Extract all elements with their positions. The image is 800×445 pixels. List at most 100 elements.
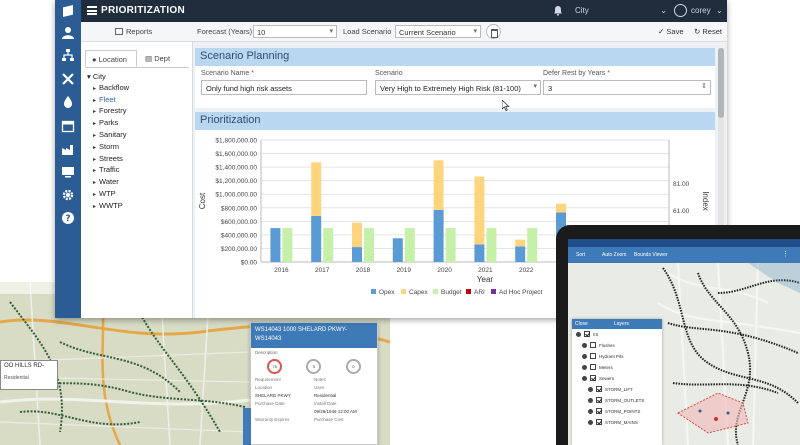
notes-label: Notes bbox=[314, 377, 326, 382]
load-scenario-value: Current Scenario bbox=[399, 28, 456, 37]
y-tick-label: $1,400,000.00 bbox=[215, 165, 257, 172]
warranty-label: Warranty Expires bbox=[255, 417, 290, 422]
expand-dot-icon[interactable] bbox=[588, 398, 593, 403]
gear-icon[interactable] bbox=[61, 188, 75, 202]
tablet-device: Sort Auto Zoom Bounds Viewer ⋮ Close Lay… bbox=[556, 225, 800, 445]
tree-root[interactable]: ▾ City bbox=[87, 72, 129, 83]
expand-dot-icon[interactable] bbox=[588, 409, 593, 414]
save-button[interactable]: ✓ Save bbox=[658, 27, 684, 36]
tree-item[interactable]: Water bbox=[87, 177, 129, 189]
city-selector-value: City bbox=[575, 6, 589, 15]
user-name[interactable]: corey bbox=[691, 6, 711, 15]
layer-checkbox[interactable] bbox=[590, 342, 596, 348]
tablet-nav-bounds[interactable]: Bounds Viewer bbox=[634, 252, 668, 258]
expand-dot-icon[interactable] bbox=[582, 343, 587, 348]
layer-checkbox[interactable] bbox=[596, 386, 602, 392]
user-menu-chevron-icon[interactable]: ⌄ bbox=[716, 6, 723, 15]
layers-close-button[interactable]: Close bbox=[575, 321, 588, 327]
layer-row[interactable]: STORM_OUTLETS bbox=[572, 395, 662, 406]
tab-location[interactable]: ● Location bbox=[85, 50, 137, 67]
uses-label: Uses bbox=[314, 385, 325, 390]
tree-item[interactable]: WWTP bbox=[87, 201, 129, 213]
tree-item[interactable]: WTP bbox=[87, 189, 129, 201]
scrollbar-thumb[interactable] bbox=[718, 48, 724, 118]
help-icon[interactable]: ? bbox=[61, 211, 75, 225]
expand-dot-icon[interactable] bbox=[588, 420, 593, 425]
reset-button[interactable]: ↻ Reset bbox=[694, 27, 722, 36]
scenario-name-input[interactable]: Only fund high risk assets bbox=[201, 80, 367, 95]
expand-dot-icon[interactable] bbox=[576, 332, 581, 337]
criticality-score-circle: 0 bbox=[345, 359, 361, 374]
layer-checkbox[interactable] bbox=[590, 375, 596, 381]
defer-years-stepper[interactable]: 3 ⇕ bbox=[543, 80, 711, 95]
tree-item[interactable]: Backflow bbox=[87, 83, 129, 95]
expand-dot-icon[interactable] bbox=[588, 387, 593, 392]
layer-row[interactable]: Meters bbox=[572, 362, 662, 373]
tablet-nav-sort[interactable]: Sort bbox=[576, 252, 586, 258]
layer-row[interactable]: Hydrant Pits bbox=[572, 351, 662, 362]
bar-capex bbox=[433, 160, 444, 210]
layer-label: STORM_LIFT bbox=[605, 387, 633, 392]
asset-attributes: Requirement Notes Location Uses SHELARD … bbox=[251, 374, 377, 425]
forecast-years-value: 10 bbox=[257, 28, 266, 37]
tab-dept[interactable]: ▤ Dept bbox=[139, 50, 187, 67]
expand-dot-icon[interactable] bbox=[582, 354, 587, 359]
y-tick-label: $1,800,000.00 bbox=[215, 138, 257, 145]
asset-score-circles: 75 0 0 bbox=[251, 355, 377, 374]
layer-row[interactable]: Flushes bbox=[572, 340, 662, 351]
tablet-menu-icon[interactable]: ⋮ bbox=[782, 251, 789, 258]
asset-detail-card[interactable]: WS14043 1000 SHELARD PKWY-WS14043 Descri… bbox=[250, 322, 378, 445]
tree-item[interactable]: Traffic bbox=[87, 165, 129, 177]
monitor-icon[interactable] bbox=[61, 165, 75, 179]
legend-label: Opex bbox=[379, 289, 395, 296]
layer-row[interactable]: STORM_LIFT bbox=[572, 384, 662, 395]
water-drop-icon[interactable] bbox=[61, 95, 75, 109]
x-tick-label: 2020 bbox=[437, 267, 452, 274]
scenario-select[interactable]: Very High to Extremely High Risk (81-100… bbox=[375, 80, 541, 95]
layer-checkbox[interactable] bbox=[596, 408, 602, 414]
layer-label: Hydrant Pits bbox=[599, 354, 624, 359]
tree-item[interactable]: Forestry bbox=[87, 106, 129, 118]
layer-checkbox[interactable] bbox=[596, 419, 602, 425]
city-selector[interactable]: City ⌄ bbox=[575, 6, 667, 15]
layer-checkbox[interactable] bbox=[590, 364, 596, 370]
hamburger-menu-icon[interactable] bbox=[87, 6, 97, 15]
tree-item[interactable]: Parks bbox=[87, 118, 129, 130]
tablet-nav-autozoom[interactable]: Auto Zoom bbox=[602, 252, 627, 258]
tree-item[interactable]: Streets bbox=[87, 154, 129, 166]
layer-row[interactable]: Sewers bbox=[572, 373, 662, 384]
install-date-label: Install Date bbox=[314, 401, 337, 406]
bar-budget bbox=[527, 228, 538, 262]
load-scenario-select[interactable]: Current Scenario ▾ bbox=[395, 25, 481, 38]
bar-opex bbox=[311, 215, 322, 262]
delete-scenario-trash-icon[interactable] bbox=[486, 24, 501, 39]
reports-button[interactable]: Reports bbox=[115, 27, 152, 36]
expand-dot-icon[interactable] bbox=[582, 376, 587, 381]
expand-dot-icon[interactable] bbox=[582, 365, 587, 370]
layer-row[interactable]: STORM_MAINS bbox=[572, 417, 662, 428]
users-icon[interactable] bbox=[61, 26, 75, 40]
forecast-years-select[interactable]: 10 ▾ bbox=[253, 25, 337, 38]
tablet-nav-bar: Sort Auto Zoom Bounds Viewer ⋮ bbox=[568, 247, 800, 263]
user-avatar-icon[interactable] bbox=[674, 4, 687, 17]
layer-row[interactable]: STORM_POINTS bbox=[572, 406, 662, 417]
scrollbar[interactable] bbox=[718, 48, 724, 314]
stepper-arrows-icon[interactable]: ⇕ bbox=[701, 83, 707, 90]
tools-icon[interactable] bbox=[61, 72, 75, 86]
card-side-tab[interactable] bbox=[243, 408, 251, 445]
layer-checkbox[interactable] bbox=[584, 331, 590, 337]
network-icon[interactable] bbox=[61, 48, 75, 62]
tree-item[interactable]: Sanitary bbox=[87, 130, 129, 142]
layer-checkbox[interactable] bbox=[590, 353, 596, 359]
calendar-icon[interactable] bbox=[61, 119, 75, 133]
app-logo-icon[interactable] bbox=[55, 0, 81, 22]
tree-item[interactable]: Fleet bbox=[87, 95, 129, 107]
notification-bell-icon[interactable] bbox=[553, 5, 563, 16]
layer-checkbox[interactable] bbox=[596, 397, 602, 403]
uses-value: Residential bbox=[314, 393, 337, 398]
factory-icon[interactable] bbox=[61, 142, 75, 156]
y-tick-label: $400,000.00 bbox=[221, 232, 258, 239]
defer-years-value: 3 bbox=[548, 84, 553, 93]
tree-item[interactable]: Storm bbox=[87, 142, 129, 154]
layer-row[interactable]: IIS bbox=[572, 329, 662, 340]
